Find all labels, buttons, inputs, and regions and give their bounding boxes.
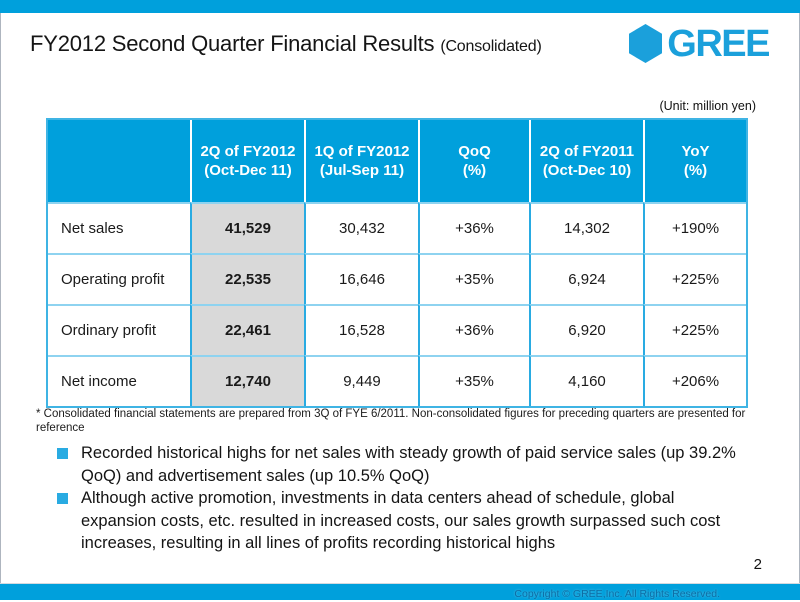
bullet-square-icon [57, 448, 68, 459]
row-label-net-income: Net income [48, 355, 190, 406]
header-cell-yoy: YoY (%) [643, 120, 746, 202]
net-income-2q-fy2012: 12,740 [190, 355, 304, 406]
gree-logo-text: GREE [667, 22, 770, 65]
row-label-net-sales: Net sales [48, 202, 190, 253]
operating-profit-2q-fy2012: 22,535 [190, 253, 304, 304]
highlights-list: Recorded historical highs for net sales … [57, 442, 749, 555]
net-income-yoy: +206% [643, 355, 746, 406]
operating-profit-yoy: +225% [643, 253, 746, 304]
net-sales-yoy: +190% [643, 202, 746, 253]
ordinary-profit-2q-fy2011: 6,920 [529, 304, 643, 355]
ordinary-profit-2q-fy2012: 22,461 [190, 304, 304, 355]
net-sales-2q-fy2011: 14,302 [529, 202, 643, 253]
slide-title-suffix: (Consolidated) [440, 38, 542, 55]
net-income-2q-fy2011: 4,160 [529, 355, 643, 406]
gree-logo: GREE [627, 22, 770, 65]
row-label-operating-profit: Operating profit [48, 253, 190, 304]
bullet-text-profit-highs: Although active promotion, investments i… [81, 489, 721, 552]
bullet-text-sales-growth: Recorded historical highs for net sales … [81, 444, 736, 485]
top-accent-bar [0, 0, 800, 13]
operating-profit-2q-fy2011: 6,924 [529, 253, 643, 304]
ordinary-profit-yoy: +225% [643, 304, 746, 355]
footnote: * Consolidated financial statements are … [36, 408, 746, 434]
list-item: Recorded historical highs for net sales … [57, 442, 749, 487]
slide-title: FY2012 Second Quarter Financial Results (… [30, 31, 542, 57]
header-cell-blank [48, 120, 190, 202]
net-sales-qoq: +36% [418, 202, 529, 253]
header-cell-qoq: QoQ (%) [418, 120, 529, 202]
copyright-text: Copyright © GREE,Inc. All Rights Reserve… [514, 588, 720, 600]
footer-bar: Copyright © GREE,Inc. All Rights Reserve… [0, 583, 800, 600]
net-sales-1q-fy2012: 30,432 [304, 202, 418, 253]
list-item: Although active promotion, investments i… [57, 487, 749, 555]
header-cell-1q-fy2012: 1Q of FY2012 (Jul-Sep 11) [304, 120, 418, 202]
operating-profit-1q-fy2012: 16,646 [304, 253, 418, 304]
gree-hexagon-icon [627, 23, 664, 64]
operating-profit-qoq: +35% [418, 253, 529, 304]
slide-title-main: FY2012 Second Quarter Financial Results [30, 31, 435, 56]
row-label-ordinary-profit: Ordinary profit [48, 304, 190, 355]
net-income-qoq: +35% [418, 355, 529, 406]
unit-note: (Unit: million yen) [659, 99, 756, 113]
page-number: 2 [753, 556, 762, 573]
net-sales-2q-fy2012: 41,529 [190, 202, 304, 253]
ordinary-profit-1q-fy2012: 16,528 [304, 304, 418, 355]
ordinary-profit-qoq: +36% [418, 304, 529, 355]
header-cell-2q-fy2012: 2Q of FY2012 (Oct-Dec 11) [190, 120, 304, 202]
header-cell-2q-fy2011: 2Q of FY2011 (Oct-Dec 10) [529, 120, 643, 202]
net-income-1q-fy2012: 9,449 [304, 355, 418, 406]
bullet-square-icon [57, 493, 68, 504]
slide-left-border [0, 0, 1, 600]
financial-results-table: 2Q of FY2012 (Oct-Dec 11) 1Q of FY2012 (… [46, 118, 748, 408]
